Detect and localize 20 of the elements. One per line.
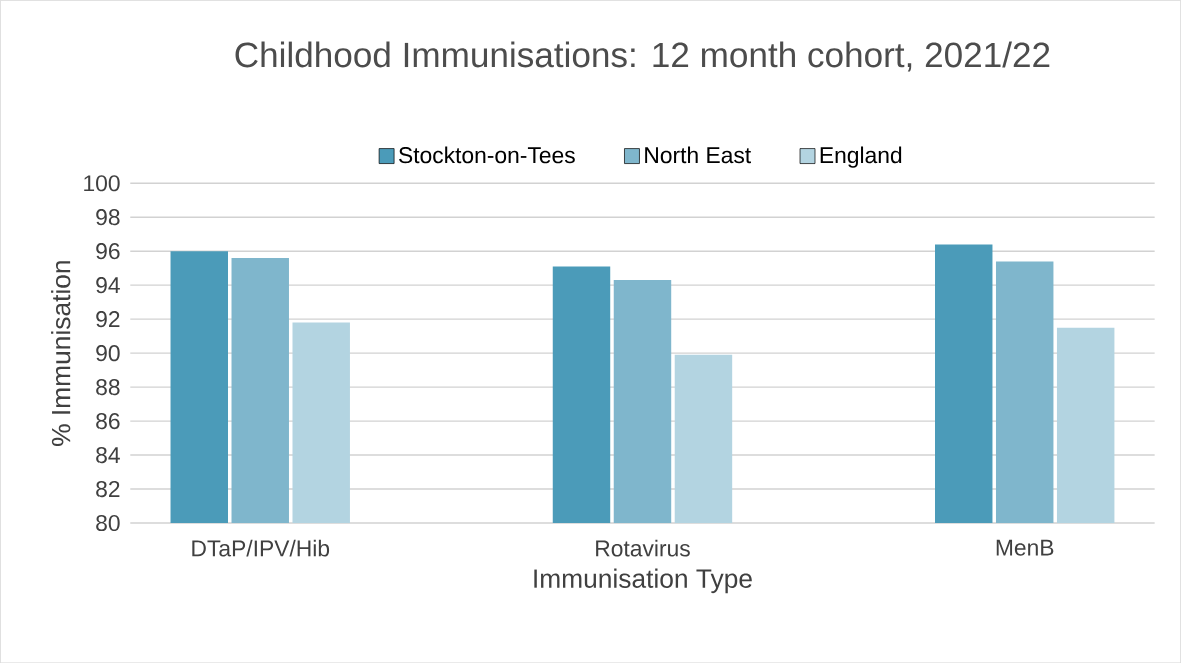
y-tick-label: 90	[96, 344, 120, 362]
y-tick-label: 92	[96, 310, 120, 328]
x-axis-title: Immunisation Type	[534, 568, 752, 593]
y-tick-label: 86	[96, 412, 120, 430]
y-tick-label: 94	[96, 276, 120, 294]
chart-title: Childhood Immunisations: 12 month cohort, 2021/22	[235, 41, 1050, 72]
y-tick-label: 98	[96, 208, 120, 226]
y-tick-label: 88	[96, 378, 120, 396]
y-tick-label: 84	[96, 446, 120, 464]
y-tick-label: 100	[84, 175, 120, 192]
y-axis-title: % Immunisation	[51, 261, 71, 446]
y-tick-label: 82	[96, 480, 120, 497]
legend-label: North East	[645, 146, 751, 164]
legend-label: Stockton-on-Tees	[399, 146, 575, 164]
x-tick-label: MenB	[996, 539, 1054, 556]
x-tick-label: Rotavirus	[596, 539, 690, 557]
x-tick-label: DTaP/IPV/Hib	[192, 539, 330, 557]
legend-label: England	[820, 146, 902, 168]
y-tick-label: 96	[96, 242, 120, 260]
y-tick-label: 80	[96, 514, 120, 531]
